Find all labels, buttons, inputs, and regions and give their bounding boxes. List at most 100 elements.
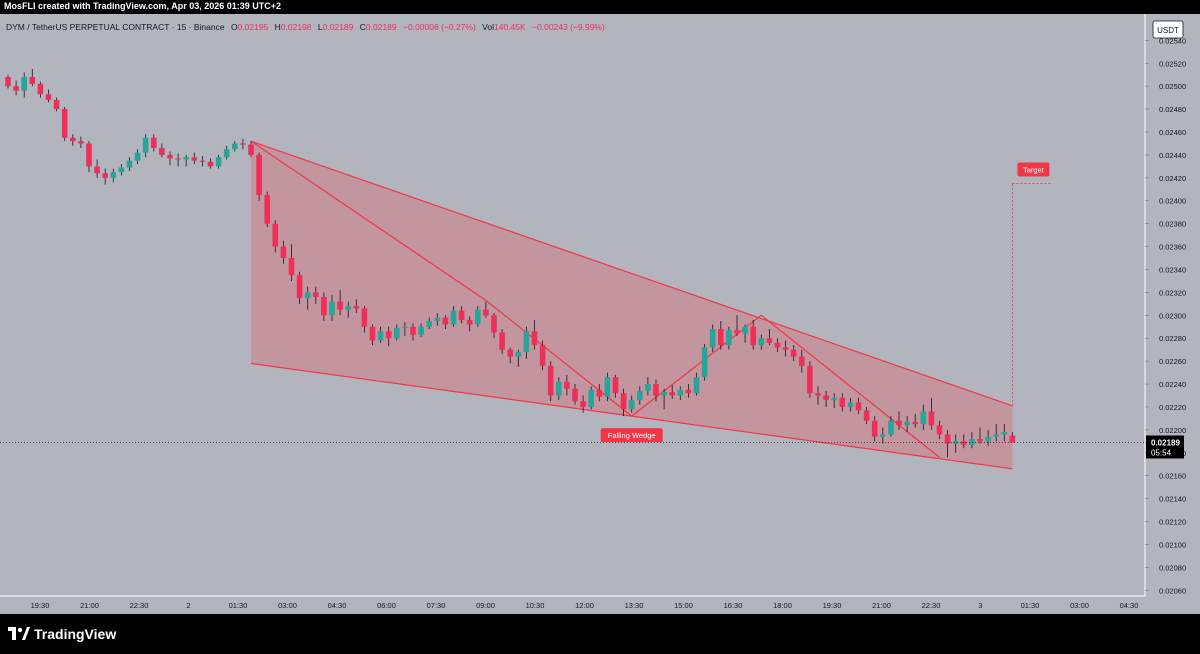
candle-body — [580, 401, 586, 407]
candle-body — [685, 389, 692, 394]
price-tick-label: 0.02460 — [1159, 128, 1186, 137]
candle — [167, 151, 173, 166]
candle — [377, 326, 384, 343]
candle-body — [248, 144, 254, 155]
tradingview-brand[interactable]: TradingView — [8, 625, 116, 643]
candle-body — [240, 143, 246, 145]
legend-symbol: DYM / TetherUS PERPETUAL CONTRACT · 15 ·… — [6, 22, 225, 32]
candle — [110, 168, 117, 183]
candle — [645, 377, 651, 396]
candle — [782, 340, 789, 357]
tradingview-brand-text: TradingView — [34, 626, 117, 642]
candle — [1009, 432, 1016, 443]
time-tick-label: 01:30 — [1021, 601, 1040, 610]
price-tick-label: 0.02420 — [1159, 174, 1186, 183]
candle — [256, 152, 262, 201]
candle — [701, 343, 708, 381]
candle — [742, 324, 748, 343]
price-chart[interactable]: Target Falling Wedge 0.02540 0.02520 0.0250… — [0, 14, 1200, 614]
price-tick-label: 0.02080 — [1159, 563, 1186, 572]
candle-body — [831, 397, 837, 401]
candle — [952, 434, 959, 453]
candle-body — [118, 167, 125, 173]
candle-body — [86, 143, 92, 167]
candle — [13, 80, 19, 96]
candle — [580, 395, 586, 413]
candle — [904, 416, 910, 433]
candle — [394, 324, 400, 341]
candle — [102, 168, 108, 185]
candle-body — [661, 392, 667, 396]
price-tick-label: 0.02520 — [1159, 59, 1186, 68]
candle — [151, 134, 157, 152]
candle-body — [944, 434, 951, 444]
credit-bar: MosFLI created with TradingView.com, Apr… — [0, 0, 1200, 14]
wedge-upper-line[interactable] — [250, 140, 1013, 407]
pattern-label-box[interactable] — [600, 428, 663, 443]
candle-body — [53, 99, 60, 110]
candle — [547, 361, 554, 402]
candle — [402, 322, 408, 336]
candle-body — [556, 381, 562, 396]
candle — [329, 294, 335, 322]
price-tick-label: 0.02440 — [1159, 151, 1186, 160]
candle-body — [539, 345, 546, 366]
candle-body — [21, 77, 27, 91]
candle-body — [207, 161, 214, 167]
candle-body — [215, 157, 222, 167]
time-tick-label: 10:30 — [526, 601, 545, 610]
candle — [37, 81, 44, 98]
candle — [223, 145, 230, 160]
candle — [572, 384, 578, 405]
wedge-pattern[interactable]: Target Falling Wedge — [250, 140, 1053, 470]
last-price-box — [1146, 435, 1184, 459]
candle-body — [742, 326, 748, 334]
time-tick-label: 19:30 — [31, 601, 50, 610]
target-label: Target — [1023, 166, 1045, 175]
candle-body — [151, 137, 157, 149]
candle — [961, 434, 967, 449]
time-tick-label: 21:00 — [872, 601, 891, 610]
candle-body — [29, 77, 36, 84]
candle-body — [110, 172, 117, 178]
candle-body — [78, 141, 84, 144]
zigzag-line[interactable] — [250, 140, 940, 458]
candle-body — [385, 331, 392, 339]
candle — [296, 271, 303, 304]
price-axis[interactable]: 0.02540 0.02520 0.02500 0.02480 0.02460 0.024… — [1144, 14, 1200, 614]
price-tick-label: 0.02360 — [1159, 243, 1186, 252]
candle — [61, 106, 68, 142]
candle-body — [61, 109, 68, 138]
candle — [912, 413, 918, 428]
candle-body — [588, 389, 594, 407]
time-axis[interactable]: 19:30 21:00 22:30 2 01:30 03:00 04:30 06:00 07:3… — [0, 595, 1145, 610]
candle-body — [523, 331, 530, 352]
candle-body — [855, 402, 862, 411]
time-tick-label: 03:00 — [1070, 601, 1089, 610]
currency-badge[interactable]: USDT — [1152, 20, 1184, 39]
candle — [450, 306, 457, 327]
candle-body — [223, 149, 230, 158]
candle-body — [782, 347, 789, 350]
time-tick-label: 13:30 — [625, 601, 644, 610]
candle-body — [790, 349, 797, 357]
target-label-box[interactable] — [1017, 162, 1050, 177]
candle-body — [475, 309, 481, 325]
candle — [466, 316, 473, 332]
candle-body — [758, 338, 765, 346]
currency-badge-text: USDT — [1157, 26, 1179, 35]
currency-badge-box[interactable] — [1152, 20, 1184, 39]
candle-body — [491, 315, 497, 333]
price-tick-label: 0.02340 — [1159, 265, 1186, 274]
candle-body — [515, 351, 522, 357]
candle-body — [394, 327, 400, 339]
candle-body — [799, 356, 805, 366]
candle — [134, 149, 141, 165]
candle-body — [418, 326, 424, 335]
candle — [410, 323, 416, 341]
candle — [815, 386, 821, 405]
candle-body — [620, 393, 627, 410]
candle-body — [612, 377, 619, 394]
time-tick-label: 22:30 — [922, 601, 941, 610]
